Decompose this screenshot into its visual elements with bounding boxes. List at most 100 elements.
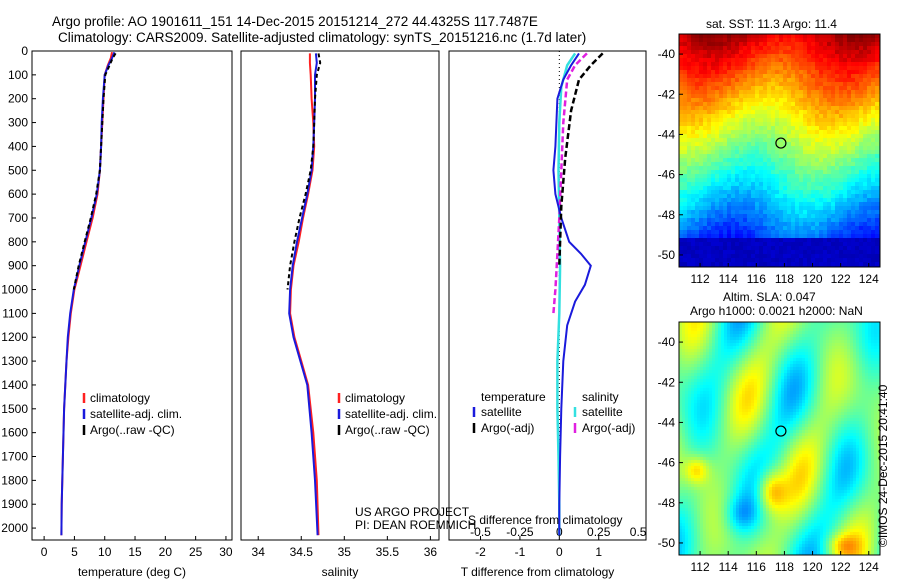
- y-tick-label: 500: [8, 163, 28, 177]
- legend-label: satellite-adj. clim.: [345, 407, 437, 421]
- s-tick-label: 0.25: [587, 525, 611, 539]
- x-tick-label: -1: [515, 545, 526, 559]
- x-tick-label: 0: [41, 545, 48, 559]
- map-frame: [678, 321, 881, 556]
- x-tick-label: 112: [691, 272, 710, 286]
- y-tick-label: 1000: [1, 283, 28, 297]
- s-tick-label: -0.5: [470, 525, 491, 539]
- legend-label: climatology: [345, 391, 405, 405]
- plot-frame: [31, 50, 233, 541]
- legend-label: Argo(-adj): [582, 421, 635, 435]
- x-axis-label: salinity: [322, 565, 359, 579]
- legend-heading: temperature: [481, 390, 546, 404]
- x-tick-label: -2: [475, 545, 486, 559]
- x-tick-label: 34.5: [290, 545, 314, 559]
- legend-label: Argo(-adj): [481, 421, 534, 435]
- x-tick-label: 124: [859, 272, 879, 286]
- y-tick-label: 1500: [1, 402, 28, 416]
- y-tick-label: 0: [21, 44, 28, 58]
- x-tick-label: 124: [859, 560, 879, 574]
- y-tick-label: 200: [8, 92, 28, 106]
- y-tick-label: 1600: [1, 426, 28, 440]
- legend-label: Argo(..raw -QC): [90, 423, 175, 437]
- x-tick-label: 122: [831, 272, 851, 286]
- sla-map-title-line2: Argo h1000: 0.0021 h2000: NaN: [690, 304, 863, 318]
- y-tick-label: 1100: [2, 306, 28, 320]
- y-tick-label: -44: [658, 127, 676, 141]
- x-tick-label: 34: [252, 545, 266, 559]
- x-tick-label: 35: [338, 545, 352, 559]
- y-tick-label: 1400: [1, 378, 28, 392]
- climatology-line: [60, 52, 113, 536]
- x-tick-label: 122: [831, 560, 851, 574]
- sst-map-title: sat. SST: 11.3 Argo: 11.4: [706, 17, 837, 31]
- y-tick-label: 1900: [1, 497, 28, 511]
- x-tick-label: 35.5: [376, 545, 400, 559]
- legend-label: satellite-adj. clim.: [90, 407, 182, 421]
- map-frame: [678, 33, 881, 268]
- figure-title-line1: Argo profile: AO 1901611_151 14-Dec-2015…: [52, 14, 538, 29]
- satellite-line: [60, 51, 116, 536]
- legend-label: climatology: [90, 391, 150, 405]
- plot-frame: [448, 50, 647, 541]
- y-tick-label: -44: [658, 415, 676, 429]
- y-tick-label: 2000: [1, 521, 28, 535]
- x-tick-label: 112: [691, 560, 710, 574]
- legend-label: satellite: [582, 405, 623, 419]
- x-tick-label: 1: [595, 545, 602, 559]
- x-tick-label: 0: [556, 545, 563, 559]
- argo-position-marker: [775, 137, 787, 149]
- pi-label: PI: DEAN ROEMMICH: [355, 518, 477, 532]
- y-tick-label: -48: [658, 496, 676, 510]
- project-label: US ARGO PROJECT: [355, 505, 470, 519]
- y-tick-label: -46: [658, 456, 676, 470]
- x-tick-label: 30: [219, 545, 233, 559]
- y-tick-label: 1200: [1, 330, 28, 344]
- imos-credit: ©IMOS 24-Dec-2015 20:41:40: [876, 384, 890, 547]
- y-tick-label: -40: [658, 335, 676, 349]
- x-tick-label: 10: [98, 545, 112, 559]
- y-tick-label: 400: [8, 139, 28, 153]
- y-tick-label: 800: [8, 235, 28, 249]
- legend-heading: salinity: [582, 390, 619, 404]
- argo-line: [286, 53, 322, 290]
- x-tick-label: 116: [747, 272, 766, 286]
- y-tick-label: 600: [8, 187, 28, 201]
- y-tick-label: -46: [658, 168, 676, 182]
- y-tick-label: 1300: [1, 354, 28, 368]
- y-tick-label: -50: [658, 248, 676, 262]
- y-tick-label: 700: [8, 211, 28, 225]
- x-tick-label: 15: [128, 545, 142, 559]
- y-tick-label: 1700: [1, 450, 28, 464]
- plot-frame: [240, 50, 440, 541]
- x-axis-label: T difference from climatology: [461, 565, 615, 579]
- salinity-argo-line: [552, 52, 588, 314]
- y-tick-label: -42: [658, 375, 676, 389]
- x-tick-label: 5: [71, 545, 78, 559]
- y-tick-label: -50: [658, 536, 676, 550]
- legend-label: Argo(..raw -QC): [345, 423, 430, 437]
- x-tick-label: 36: [424, 545, 438, 559]
- y-tick-label: 900: [8, 259, 28, 273]
- sla-map-title-line1: Altim. SLA: 0.047: [723, 290, 816, 304]
- x-tick-label: 120: [803, 560, 823, 574]
- heatmap-cells: [679, 34, 881, 268]
- x-tick-label: 114: [719, 272, 738, 286]
- x-tick-label: 114: [719, 560, 738, 574]
- argo-line: [72, 52, 117, 290]
- temperature-argo-line: [558, 52, 604, 266]
- x-tick-label: 25: [189, 545, 203, 559]
- s-tick-label: -0.25: [506, 525, 534, 539]
- legend-label: satellite: [481, 405, 522, 419]
- x-tick-label: 20: [159, 545, 173, 559]
- s-diff-axis-label: S difference from climatology: [468, 513, 623, 527]
- y-tick-label: -42: [658, 87, 676, 101]
- x-tick-label: 118: [775, 272, 794, 286]
- argo-position-marker: [775, 425, 787, 437]
- y-tick-label: 300: [8, 116, 28, 130]
- x-tick-label: 120: [803, 272, 823, 286]
- y-tick-label: -40: [658, 47, 676, 61]
- y-tick-label: 1800: [1, 473, 28, 487]
- x-tick-label: 116: [747, 560, 766, 574]
